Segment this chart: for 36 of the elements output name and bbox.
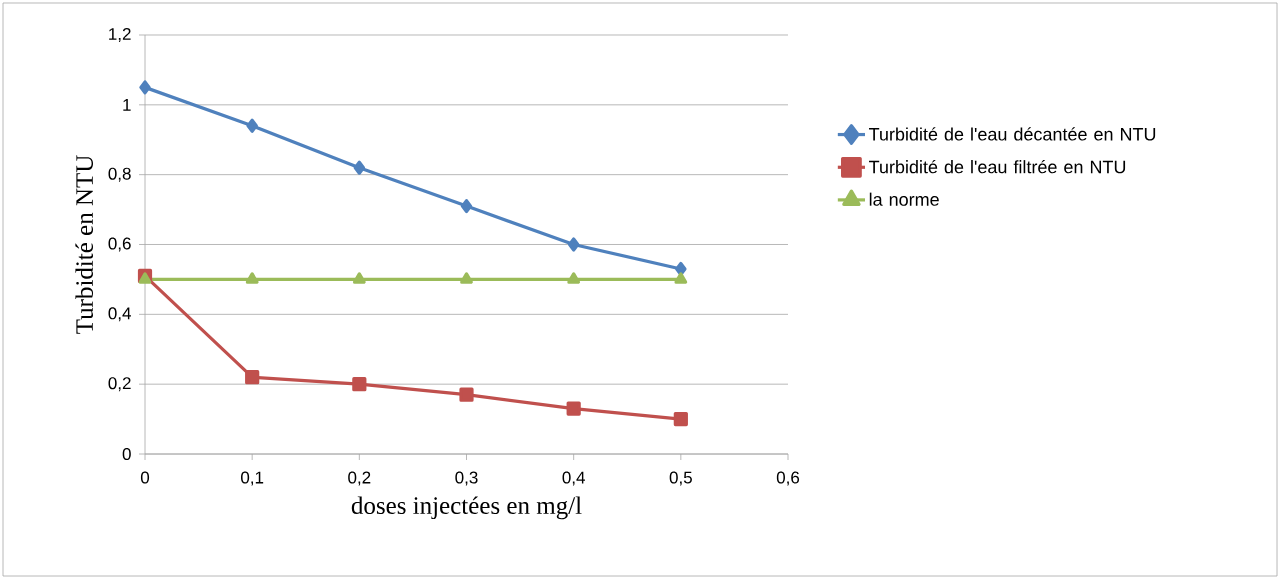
point — [673, 411, 688, 427]
y-tick-label: 0,2 — [108, 377, 131, 392]
x-tick-label: 0,4 — [562, 471, 585, 486]
point — [566, 401, 581, 416]
point — [138, 272, 152, 284]
point — [352, 272, 366, 284]
point — [353, 160, 366, 175]
y-tick-label: 1,2 — [109, 27, 131, 43]
point — [246, 118, 258, 133]
x-tick-label: 0,1 — [241, 471, 264, 486]
x-tick-label: 0,5 — [669, 471, 692, 486]
point — [245, 370, 260, 385]
y-tick-label: 0,4 — [108, 307, 131, 322]
point — [460, 198, 473, 214]
legend-label: Turbidité de l'eau décantée en NTU — [869, 127, 1156, 141]
point — [674, 272, 688, 284]
y-tick-label: 1 — [123, 98, 131, 111]
x-tick-label: 0,2 — [348, 471, 371, 486]
point — [352, 377, 367, 392]
x-tick-label: 0,6 — [776, 471, 800, 486]
point — [460, 272, 473, 284]
point — [139, 80, 151, 95]
point — [245, 272, 259, 284]
y-tick-label: 0,8 — [108, 167, 131, 182]
y-axis-title: Turbidité en NTU — [75, 155, 94, 334]
point — [459, 387, 474, 402]
legend-label: la norme — [869, 192, 939, 206]
y-tick-label: 0,6 — [108, 237, 131, 252]
x-tick-label: 0,3 — [455, 471, 478, 486]
y-tick-label: 0 — [122, 447, 131, 461]
legend-label: Turbidité de l'eau filtrée en NTU — [869, 159, 1126, 174]
x-axis-title: doses injectées en mg/l — [351, 496, 582, 520]
x-tick-label: 0 — [140, 471, 150, 484]
point — [675, 261, 687, 277]
point — [567, 272, 581, 284]
point — [567, 237, 580, 252]
